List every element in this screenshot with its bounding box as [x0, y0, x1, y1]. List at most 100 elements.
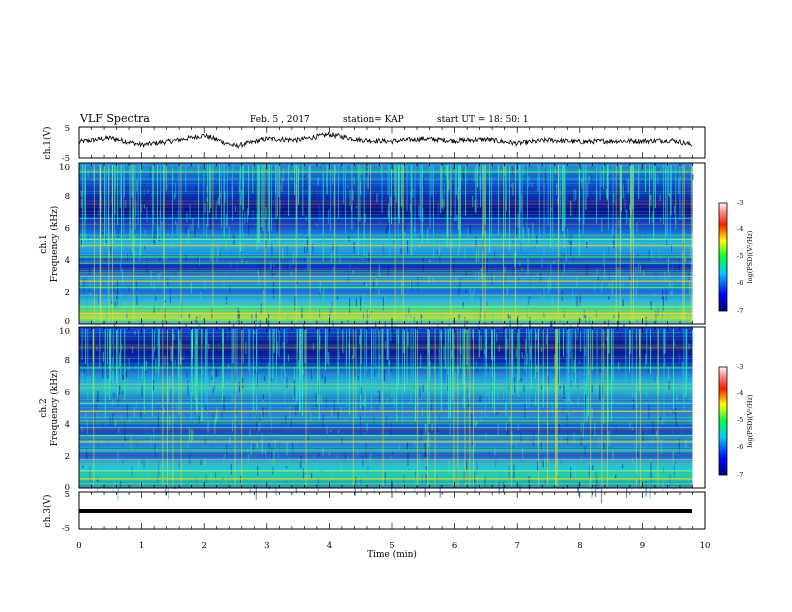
- spectrogram-speckle: [648, 369, 650, 374]
- spectrogram-speckle: [608, 279, 610, 287]
- sferic-streak: [206, 329, 208, 415]
- sferic-streak: [387, 165, 389, 196]
- spectrogram-speckle: [646, 382, 648, 398]
- tonal-line: [79, 347, 693, 349]
- spectrogram-speckle: [239, 417, 241, 420]
- spectrogram-speckle: [255, 311, 257, 322]
- spectrogram-speckle: [531, 182, 533, 187]
- spectrogram-speckle: [592, 465, 594, 471]
- x-axis-label: Time (min): [367, 549, 417, 560]
- spectrogram-speckle: [618, 311, 620, 326]
- spectrogram-speckle: [157, 416, 159, 431]
- spectrogram-speckle: [563, 262, 565, 273]
- spectrogram-speckle: [520, 378, 522, 382]
- spectrogram-speckle: [226, 444, 228, 460]
- spectrogram-speckle: [635, 295, 637, 305]
- spectrogram-speckle: [528, 176, 530, 187]
- tonal-line: [79, 219, 693, 221]
- spectrogram-speckle: [420, 354, 422, 368]
- spectrogram-speckle: [212, 387, 214, 393]
- spectrogram-speckle: [622, 277, 625, 290]
- sferic-streak: [639, 329, 641, 392]
- spectrogram-speckle: [115, 341, 117, 356]
- spectrogram-speckle: [638, 428, 640, 441]
- tonal-line: [79, 311, 693, 313]
- spectrogram-speckle: [94, 412, 96, 427]
- spectrogram-speckle: [443, 373, 445, 384]
- spectrogram-speckle: [635, 266, 637, 275]
- sferic-streak: [439, 329, 441, 395]
- impulse-streak: [427, 329, 429, 486]
- spectrogram-speckle: [522, 304, 524, 308]
- spectrogram-speckle: [268, 378, 270, 392]
- spectrogram-speckle: [337, 307, 339, 311]
- x-tick-label-1: 1: [139, 541, 144, 551]
- ch1-ytick-8: 8: [65, 192, 70, 202]
- ch1-cbtick-3: -3: [737, 199, 743, 207]
- tonal-line: [79, 470, 693, 472]
- tonal-line: [79, 384, 693, 386]
- spectrogram-speckle: [471, 414, 473, 430]
- sferic-streak: [653, 165, 655, 241]
- sferic-streak: [620, 165, 622, 251]
- tonal-line: [79, 222, 693, 223]
- spectrogram-speckle: [320, 394, 322, 404]
- spectrogram-speckle: [239, 301, 241, 304]
- spectrogram-speckle: [423, 177, 425, 186]
- sferic-streak: [252, 165, 254, 194]
- spectrogram-speckle: [126, 311, 128, 319]
- spectrogram-speckle: [326, 400, 328, 408]
- spectrogram-speckle: [637, 206, 639, 214]
- spectrogram-speckle: [580, 183, 582, 193]
- sferic-streak: [143, 329, 145, 414]
- spectrogram-speckle: [515, 349, 517, 358]
- spectrogram-speckle: [558, 423, 561, 433]
- spectrogram-speckle: [221, 193, 223, 205]
- sferic-streak: [252, 329, 254, 412]
- spectrogram-speckle: [604, 362, 607, 367]
- spectrogram-speckle: [216, 214, 218, 221]
- spectrogram-speckle: [685, 257, 687, 262]
- sferic-streak: [452, 329, 453, 401]
- spectrogram-speckle: [198, 416, 200, 424]
- spectrogram-speckle: [377, 390, 379, 393]
- spectrogram-speckle: [348, 235, 350, 241]
- spectrogram-speckle: [377, 449, 379, 455]
- spectrogram-speckle: [635, 288, 637, 302]
- tonal-line: [79, 440, 693, 441]
- impulse-streak: [100, 165, 102, 322]
- spectrogram-speckle: [293, 380, 296, 397]
- sferic-streak: [359, 165, 361, 222]
- sferic-streak: [242, 329, 244, 363]
- spectrogram-speckle: [259, 414, 261, 423]
- spectrogram-speckle: [326, 345, 328, 348]
- spectrogram-speckle: [579, 223, 581, 230]
- spectrogram-speckle: [262, 290, 265, 303]
- tonal-line: [79, 385, 693, 386]
- spectrogram-speckle: [412, 188, 414, 198]
- spectrogram-speckle: [154, 210, 156, 216]
- spectrogram-speckle: [572, 298, 574, 305]
- spectrogram-speckle: [275, 486, 277, 496]
- impulse-streak: [108, 165, 110, 322]
- spectrogram-speckle: [297, 167, 299, 177]
- sferic-streak: [231, 329, 233, 404]
- spectrogram-speckle: [495, 475, 497, 487]
- spectrogram-speckle: [463, 174, 465, 188]
- spectrogram-speckle: [215, 363, 217, 378]
- sferic-streak: [521, 165, 523, 250]
- tonal-line: [79, 179, 693, 180]
- spectrogram-speckle: [289, 406, 291, 419]
- sferic-streak: [563, 329, 564, 357]
- tonal-line: [79, 366, 693, 367]
- spectrogram-speckle: [512, 233, 514, 244]
- spectrogram-speckle: [497, 163, 499, 172]
- spectrogram-speckle: [88, 267, 91, 275]
- spectrogram-speckle: [371, 352, 373, 369]
- spectrogram-speckle: [488, 452, 490, 456]
- spectrogram-speckle: [594, 406, 596, 412]
- spectrogram-speckle: [392, 289, 394, 297]
- spectrogram-speckle: [270, 261, 272, 270]
- spectrogram-speckle: [199, 315, 201, 319]
- spectrogram-speckle: [173, 425, 175, 431]
